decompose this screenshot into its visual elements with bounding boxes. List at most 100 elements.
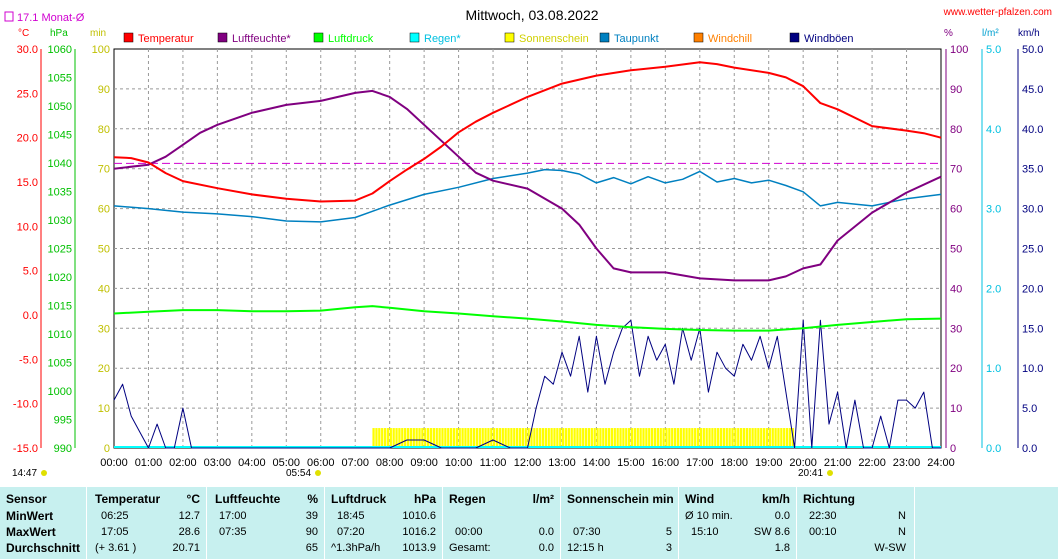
hdr-humidity: Luftfeuchte (215, 492, 281, 506)
sunshine-bar (636, 428, 639, 448)
sun-duration: 12:15 h (567, 542, 604, 554)
pressure-axis-tick: 1045 (48, 130, 72, 142)
sunshine-bar (392, 428, 395, 448)
pressure-axis-tick: 1010 (48, 329, 72, 341)
humidity-axis-tick: 70 (950, 164, 962, 176)
sunshine-bar (398, 428, 401, 448)
hdr-sunshine: Sonnenschein min (567, 492, 674, 506)
humidity-axis-tick: 0 (950, 443, 956, 455)
sunshine-bar (628, 428, 631, 448)
sun-max-time: 07:30 (573, 526, 601, 538)
sunshine-bar (404, 428, 407, 448)
weather-chart: Mittwoch, 03.08.2022 www.wetter-pfalzen.… (4, 7, 1052, 479)
hdr-hum-unit: % (307, 492, 318, 506)
sunshine-bar (409, 428, 413, 448)
sunshine-bar (389, 428, 392, 448)
pressure-axis-tick: 1060 (48, 44, 72, 56)
sunshine-bar (582, 428, 585, 448)
sunshine-bar (424, 428, 427, 448)
sunshine-bar (711, 428, 714, 448)
sunshine-bar (464, 428, 467, 448)
temp-avg-delta: (+ 3.61 ) (95, 542, 137, 554)
x-tick-label: 07:00 (341, 457, 369, 469)
sunshine-bar (748, 428, 751, 448)
sunshine-bar (622, 428, 625, 448)
hdr-sensor: Sensor (6, 492, 47, 506)
x-tick-label: 03:00 (204, 457, 232, 469)
temp-axis-tick: 20.0 (17, 133, 38, 145)
sunshine-bar (650, 428, 654, 448)
sunshine-bar (593, 428, 596, 448)
website-label: www.wetter-pfalzen.com (943, 7, 1052, 18)
sunshine-bar (475, 428, 479, 448)
sunshine-bar (478, 428, 481, 448)
series-luftfeuchte-line (113, 89, 942, 282)
hdr-wind: Wind (685, 492, 715, 506)
sunshine-bar (418, 428, 421, 448)
sunshine-bar (550, 428, 553, 448)
legend-swatch (313, 32, 324, 43)
pressure-axis: 1060 1055 1050 1045 1040 1035 1030 1025 1020 1015… (48, 44, 72, 455)
hum-max-time: 07:35 (219, 526, 247, 538)
sunshine-bar (725, 428, 728, 448)
sunshine-axis-tick: 80 (98, 124, 110, 136)
sunshine-bar (602, 428, 605, 448)
col-humidity: Luftfeuchte % 17:00 39 07:35 90 65 (206, 487, 324, 559)
temp-axis-tick: 10.0 (17, 221, 38, 233)
sunshine-bar (467, 428, 470, 448)
sunshine-bar (705, 428, 708, 448)
pressure-axis-tick: 1055 (48, 73, 72, 85)
sunshine-bar (642, 428, 645, 448)
sunshine-bar (625, 428, 628, 448)
rain-axis-tick: 4.0 (986, 124, 1001, 136)
sunshine-bar (538, 428, 542, 448)
summary-table: Sensor MinWert MaxWert Durchschnitt Temp… (0, 487, 1058, 559)
sunshine-bar (760, 428, 763, 448)
sunshine-bar (762, 428, 766, 448)
sunshine-bar (728, 428, 731, 448)
sunshine-bar (426, 428, 430, 448)
grid (114, 49, 941, 448)
humidity-axis-tick: 40 (950, 283, 962, 295)
sunshine-bar (401, 428, 404, 448)
plot-area: 00:00 01:00 02:00 03:00 04:00 05:00 06:00 07:00… (13, 44, 1044, 469)
row-label-min: MinWert (6, 509, 54, 523)
sunshine-bar (487, 428, 490, 448)
sunshine-bar (521, 428, 525, 448)
sunshine-bar (498, 428, 502, 448)
sunshine-bar (662, 428, 665, 448)
pressure-axis-tick: 1005 (48, 358, 72, 370)
sunshine-bar (722, 428, 726, 448)
sunshine-bar (633, 428, 637, 448)
sunshine-bar (533, 428, 536, 448)
monthly-avg-marker-icon (4, 11, 14, 22)
unit-wind: km/h (1018, 28, 1040, 39)
sunshine-bar (458, 428, 461, 448)
sunshine-bar (699, 428, 703, 448)
sun-avg-val: 3 (665, 542, 672, 554)
sunshine-bar (596, 428, 599, 448)
humidity-axis-tick: 100 (950, 44, 968, 56)
humidity-axis-tick: 30 (950, 323, 962, 335)
humidity-axis-tick: 80 (950, 124, 962, 136)
sunshine-bar (745, 428, 749, 448)
sunshine-axis-tick: 70 (98, 164, 110, 176)
sunshine-bar (564, 428, 568, 448)
x-tick-label: 17:00 (686, 457, 714, 469)
sunshine-bar (742, 428, 746, 448)
sunshine-bar (556, 428, 559, 448)
press-max-time: 07:20 (337, 526, 365, 538)
sunshine-bar (472, 428, 476, 448)
legend-label: Luftdruck (328, 33, 374, 45)
sunshine-bar (717, 428, 720, 448)
col-direction: Richtung 22:30 N 00:10 N W-SW (796, 487, 914, 559)
sunshine-bar (441, 428, 444, 448)
sunshine-bar (665, 428, 668, 448)
sunshine-bar (737, 428, 740, 448)
hum-avg-val: 65 (305, 542, 318, 554)
legend-label: Windchill (708, 33, 752, 45)
rain-axis-tick: 5.0 (986, 44, 1001, 56)
pressure-axis-tick: 995 (54, 415, 72, 427)
legend-label: Luftfeuchte* (232, 33, 291, 45)
